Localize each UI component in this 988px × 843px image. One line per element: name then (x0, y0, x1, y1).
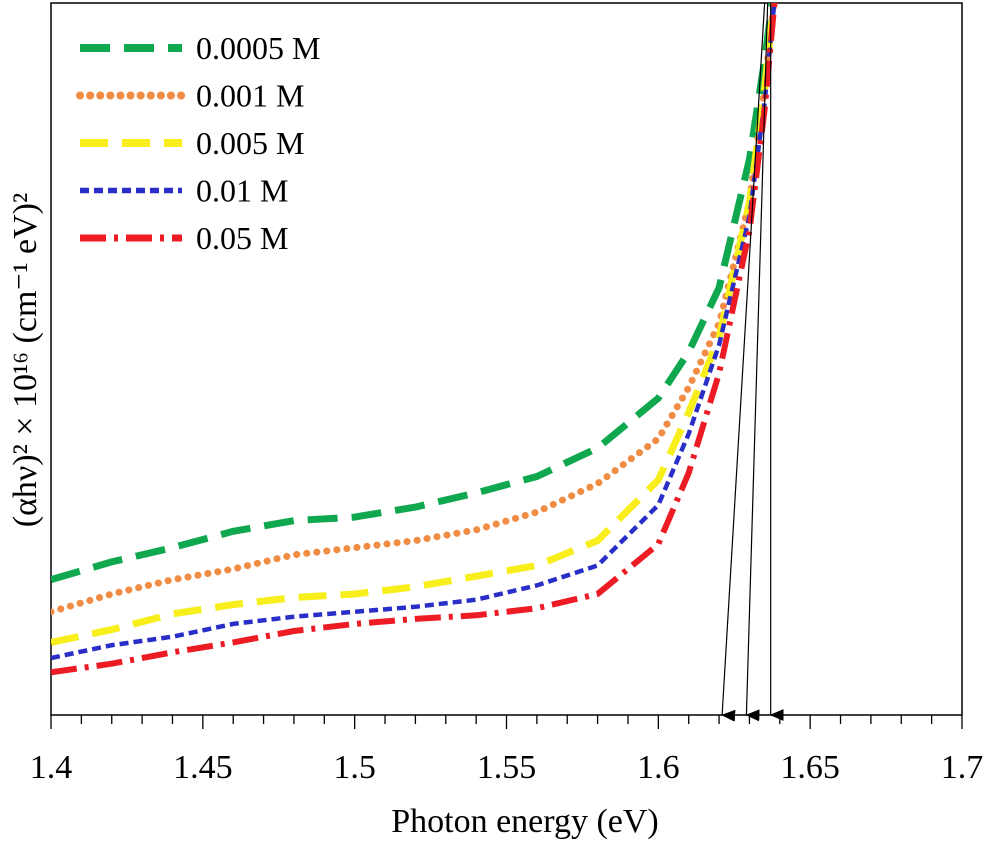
series-line-1 (51, 3, 776, 584)
x-tick-label: 1.65 (780, 749, 840, 786)
legend-item: 0.05 M (80, 220, 288, 256)
x-axis-label: Photon energy (eV) (391, 803, 659, 840)
legend-item: 0.001 M (76, 78, 304, 114)
x-axis: 1.4 1.45 1.5 1.55 1.6 1.65 1.7 (30, 715, 984, 786)
x-tick-label: 1.4 (30, 749, 73, 786)
legend-item: 0.005 M (80, 125, 304, 161)
tangent-arrow-1 (721, 2, 766, 722)
legend-label: 0.0005 M (196, 30, 320, 66)
legend-item: 0.01 M (80, 173, 288, 209)
legend-label: 0.01 M (196, 173, 288, 209)
y-axis-label: (αhν)² × 10¹⁶ (cm⁻¹ eV)² (7, 193, 44, 527)
legend-label: 0.005 M (196, 125, 304, 161)
x-tick-label: 1.6 (637, 749, 680, 786)
legend-item: 0.0005 M (80, 30, 320, 66)
tangent-arrow-2 (745, 2, 769, 722)
legend-label: 0.001 M (196, 78, 304, 114)
legend-label: 0.05 M (196, 220, 288, 256)
x-tick-label: 1.45 (173, 749, 233, 786)
x-tick-label: 1.55 (477, 749, 537, 786)
series-line-2 (51, 3, 778, 616)
annotation-layer (721, 2, 784, 722)
series-line-4 (51, 3, 777, 661)
x-tick-label: 1.5 (333, 749, 376, 786)
x-tick-label: 1.7 (941, 749, 984, 786)
legend: 0.0005 M 0.001 M 0.005 M 0.01 M 0.05 M (76, 30, 320, 256)
series-layer (51, 3, 778, 676)
series-line-5 (51, 3, 778, 676)
